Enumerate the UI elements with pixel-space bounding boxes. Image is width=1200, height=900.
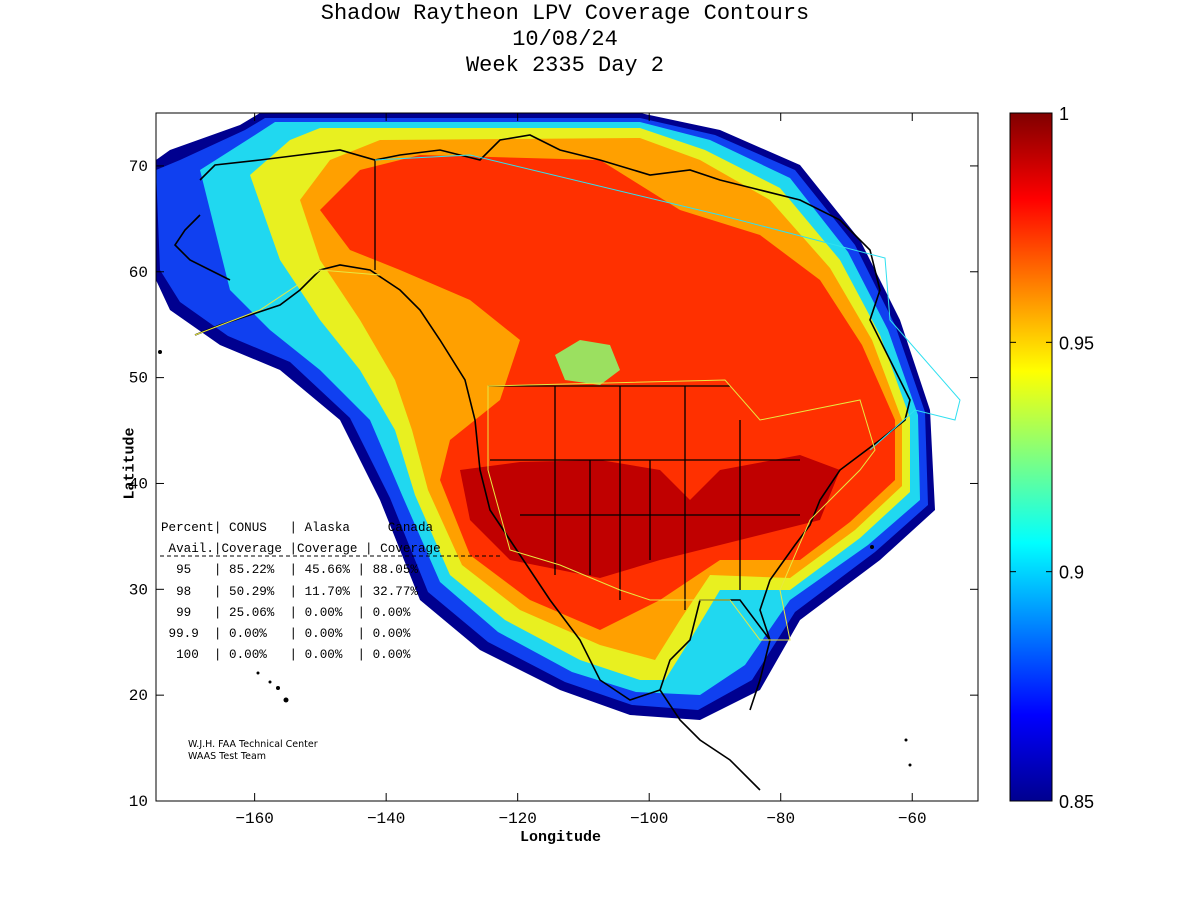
- colorbar-tick-label: 0.9: [1059, 563, 1084, 583]
- colorbar-gradient: [1009, 112, 1053, 802]
- credits-line-1: W.J.H. FAA Technical Center: [188, 739, 318, 750]
- y-tick-label: 30: [129, 581, 148, 599]
- y-axis-label: Latitude: [121, 427, 139, 500]
- y-tick-label: 20: [129, 687, 148, 705]
- plot-frame: [155, 112, 979, 802]
- colorbar-tick-label: 0.85: [1059, 792, 1094, 812]
- x-tick-label: −60: [898, 810, 927, 828]
- x-tick-label: −80: [766, 810, 795, 828]
- x-axis-label: Longitude: [520, 829, 602, 846]
- y-tick-label: 10: [129, 793, 148, 811]
- credits: W.J.H. FAA Technical Center WAAS Test Te…: [188, 739, 318, 763]
- y-tick-label: 40: [129, 475, 148, 493]
- airspace-boundary: [374, 154, 961, 451]
- colorbar-tick-label: 1: [1059, 104, 1069, 124]
- x-axis: −160 −140 −120 −100 −80 −60: [235, 113, 927, 828]
- y-tick-label: 50: [129, 370, 148, 388]
- colorbar-ticks: 0.85 0.9 0.95 1: [1010, 104, 1094, 812]
- y-axis: 10 20 30 40 50 60 70: [129, 158, 978, 811]
- y-tick-label: 70: [129, 158, 148, 176]
- chart-date: 10/08/24: [512, 27, 618, 52]
- state-borders: [374, 160, 800, 610]
- x-tick-label: −120: [498, 810, 536, 828]
- x-tick-label: −140: [367, 810, 405, 828]
- chart-week-day: Week 2335 Day 2: [465, 53, 665, 78]
- conus-boundary: [194, 269, 876, 641]
- colorbar-tick-label: 0.95: [1059, 333, 1094, 353]
- colorbar: 0.85 0.9 0.95 1: [1009, 104, 1094, 812]
- chart-title: Shadow Raytheon LPV Coverage Contours: [320, 1, 810, 26]
- x-tick-label: −100: [630, 810, 668, 828]
- y-tick-label: 60: [129, 264, 148, 282]
- coverage-patch-green: [555, 340, 620, 385]
- islands: [158, 350, 912, 767]
- credits-line-2: WAAS Test Team: [188, 751, 267, 762]
- plot-area: [156, 113, 978, 801]
- x-tick-label: −160: [235, 810, 273, 828]
